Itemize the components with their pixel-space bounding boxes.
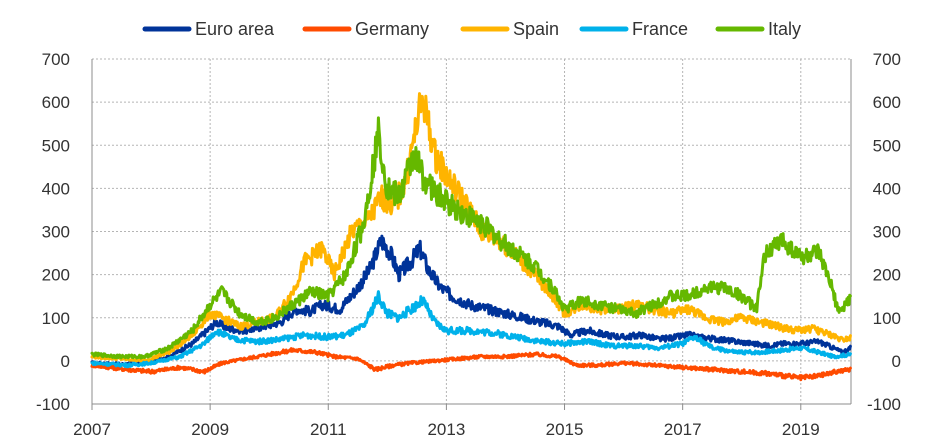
legend-label-germany: Germany — [355, 19, 429, 39]
y-tick-label-left: 600 — [42, 93, 70, 112]
x-tick-label: 2009 — [191, 420, 229, 439]
axes: -100 -100 0 0 100 100 200 200 300 300 400 400 500 500… — [36, 50, 901, 439]
x-tick-label: 2013 — [427, 420, 465, 439]
y-tick-label-right: 600 — [873, 93, 901, 112]
y-tick-label-left: 0 — [61, 352, 70, 371]
y-tick-label-left: 700 — [42, 50, 70, 69]
y-tick-label-right: 200 — [873, 266, 901, 285]
x-tick-label: 2015 — [546, 420, 584, 439]
y-tick-label-left: 100 — [42, 309, 70, 328]
y-tick-label-right: 500 — [873, 136, 901, 155]
x-tick-label: 2007 — [73, 420, 111, 439]
series-line-germany — [90, 347, 852, 382]
x-tick-label: 2011 — [310, 420, 347, 439]
series-line-france — [90, 290, 852, 369]
series-line-euro-area — [90, 234, 852, 367]
legend-label-italy: Italy — [768, 19, 801, 39]
y-tick-label-left: 300 — [42, 223, 70, 242]
x-tick-label: 2019 — [782, 420, 820, 439]
legend-label-euro-area: Euro area — [195, 19, 275, 39]
y-tick-label-right: -100 — [867, 395, 901, 414]
series-lines — [90, 92, 852, 382]
legend-label-spain: Spain — [513, 19, 559, 39]
y-tick-label-left: -100 — [36, 395, 70, 414]
series-line-italy — [90, 116, 852, 360]
y-tick-label-right: 700 — [873, 50, 901, 69]
legend: Euro area Germany Spain France Italy — [142, 19, 801, 39]
x-tick-label: 2017 — [664, 420, 702, 439]
y-tick-label-right: 100 — [873, 309, 901, 328]
y-tick-label-right: 300 — [873, 223, 901, 242]
y-tick-label-left: 200 — [42, 266, 70, 285]
y-tick-label-right: 400 — [873, 179, 901, 198]
y-tick-label-left: 500 — [42, 136, 70, 155]
y-tick-label-right: 0 — [892, 352, 901, 371]
y-tick-label-left: 400 — [42, 179, 70, 198]
series-line-spain — [90, 92, 852, 364]
legend-label-france: France — [632, 19, 688, 39]
